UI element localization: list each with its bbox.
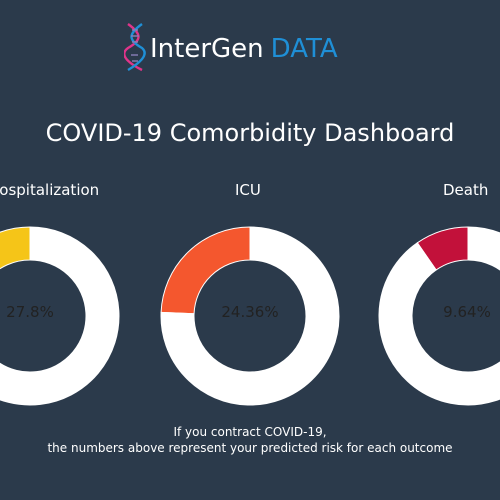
remaining-slice[interactable] [0,226,120,406]
logo-brand-text: InterGen [150,34,264,64]
risk-slice[interactable] [160,226,251,315]
death-label: Death [443,181,489,199]
risk-explanation-note: If you contract COVID-19, the numbers ab… [0,424,500,456]
remaining-slice[interactable] [378,226,500,406]
dna-helix-icon [124,23,146,72]
death-risk-value: 9.64% [443,303,491,321]
hospitalization-risk-value: 27.8% [6,303,54,321]
footer-line-1: If you contract COVID-19, [173,425,327,439]
icu-risk-value: 24.36% [221,303,279,321]
icu-label: ICU [235,181,261,199]
intergen-logo: InterGen DATA [124,22,374,72]
logo-wordmark: InterGen DATA [150,34,338,64]
death-donut-chart[interactable] [378,226,500,406]
footer-line-2: the numbers above represent your predict… [47,441,453,455]
remaining-slice[interactable] [160,226,340,406]
icu-donut-chart[interactable] [160,226,340,406]
logo-accent-text: DATA [270,34,338,64]
dashboard-title: COVID-19 Comorbidity Dashboard [45,119,455,147]
hospitalization-donut-chart[interactable] [0,226,120,406]
hospitalization-label: Hospitalization [0,181,100,199]
